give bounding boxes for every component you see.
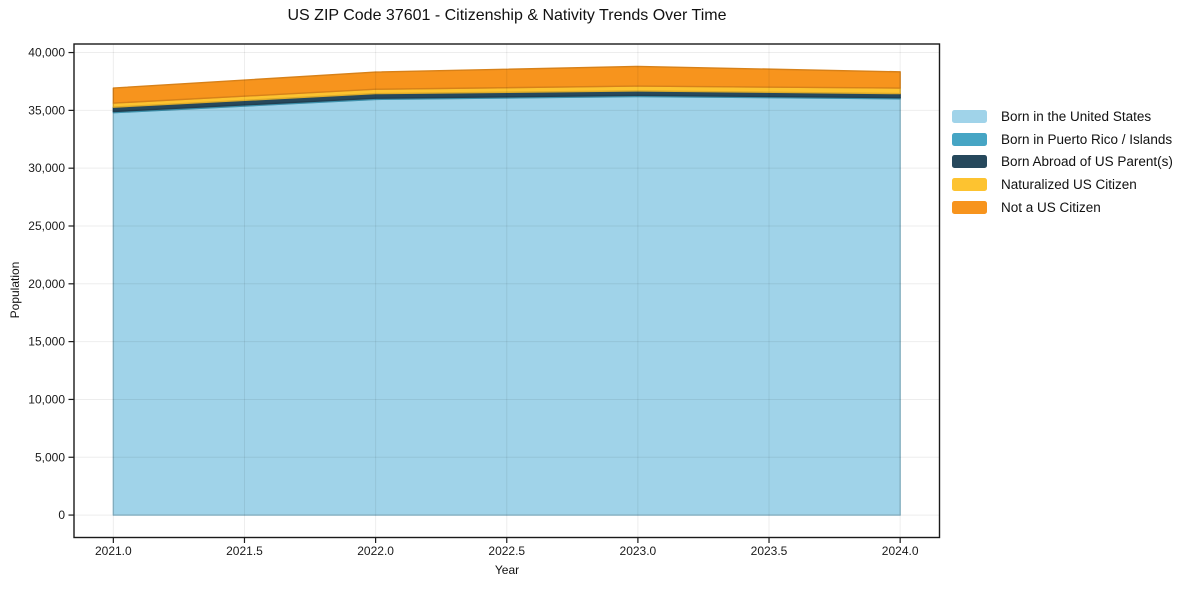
x-tick-label: 2021.0 (95, 544, 132, 558)
x-tick-label: 2023.5 (751, 544, 788, 558)
gridlines (74, 44, 940, 538)
x-tick-label: 2021.5 (226, 544, 263, 558)
legend-label: Naturalized US Citizen (1001, 177, 1137, 193)
tick-labels: 2021.0 2021.5 2022.0 2022.5 2023.0 2023.5 2024… (28, 46, 919, 558)
y-tick-label: 5,000 (35, 450, 65, 464)
legend-item: Naturalized US Citizen (952, 173, 1173, 196)
y-tick-label: 10,000 (28, 392, 65, 406)
y-axis-label: Population (8, 261, 22, 319)
legend-item: Born Abroad of US Parent(s) (952, 151, 1173, 174)
x-tick-label: 2024.0 (882, 544, 919, 558)
stacked-areas (112, 65, 901, 516)
legend-label: Not a US Citizen (1001, 200, 1101, 216)
tick-marks (68, 51, 901, 543)
legend-swatch-born-us-icon (952, 109, 987, 123)
legend-item: Born in the United States (952, 105, 1173, 128)
legend-item: Not a US Citizen (952, 196, 1173, 219)
x-tick-label: 2022.0 (357, 544, 394, 558)
y-tick-label: 15,000 (28, 335, 65, 349)
x-axis-label: Year (494, 563, 520, 577)
legend-item: Born in Puerto Rico / Islands (952, 128, 1173, 151)
y-tick-label: 40,000 (28, 46, 65, 60)
y-tick-label: 25,000 (28, 219, 65, 233)
chart-title: US ZIP Code 37601 - Citizenship & Nativi… (287, 7, 727, 24)
legend-swatch-puerto-rico-icon (952, 132, 987, 146)
x-tick-label: 2022.5 (488, 544, 525, 558)
y-tick-label: 0 (58, 508, 65, 522)
legend-swatch-naturalized-icon (952, 178, 987, 192)
legend-label: Born in the United States (1001, 108, 1152, 124)
x-tick-label: 2023.0 (620, 544, 657, 558)
legend-swatch-not-citizen-icon (952, 201, 987, 215)
legend-label: Born Abroad of US Parent(s) (1001, 154, 1173, 170)
y-tick-label: 35,000 (28, 103, 65, 117)
legend-swatch-born-abroad-icon (952, 155, 987, 169)
legend: Born in the United States Born in Puerto… (952, 105, 1173, 219)
y-tick-label: 20,000 (28, 277, 65, 291)
y-tick-label: 30,000 (28, 161, 65, 175)
area-series-4 (112, 65, 901, 104)
legend-label: Born in Puerto Rico / Islands (1001, 131, 1173, 147)
